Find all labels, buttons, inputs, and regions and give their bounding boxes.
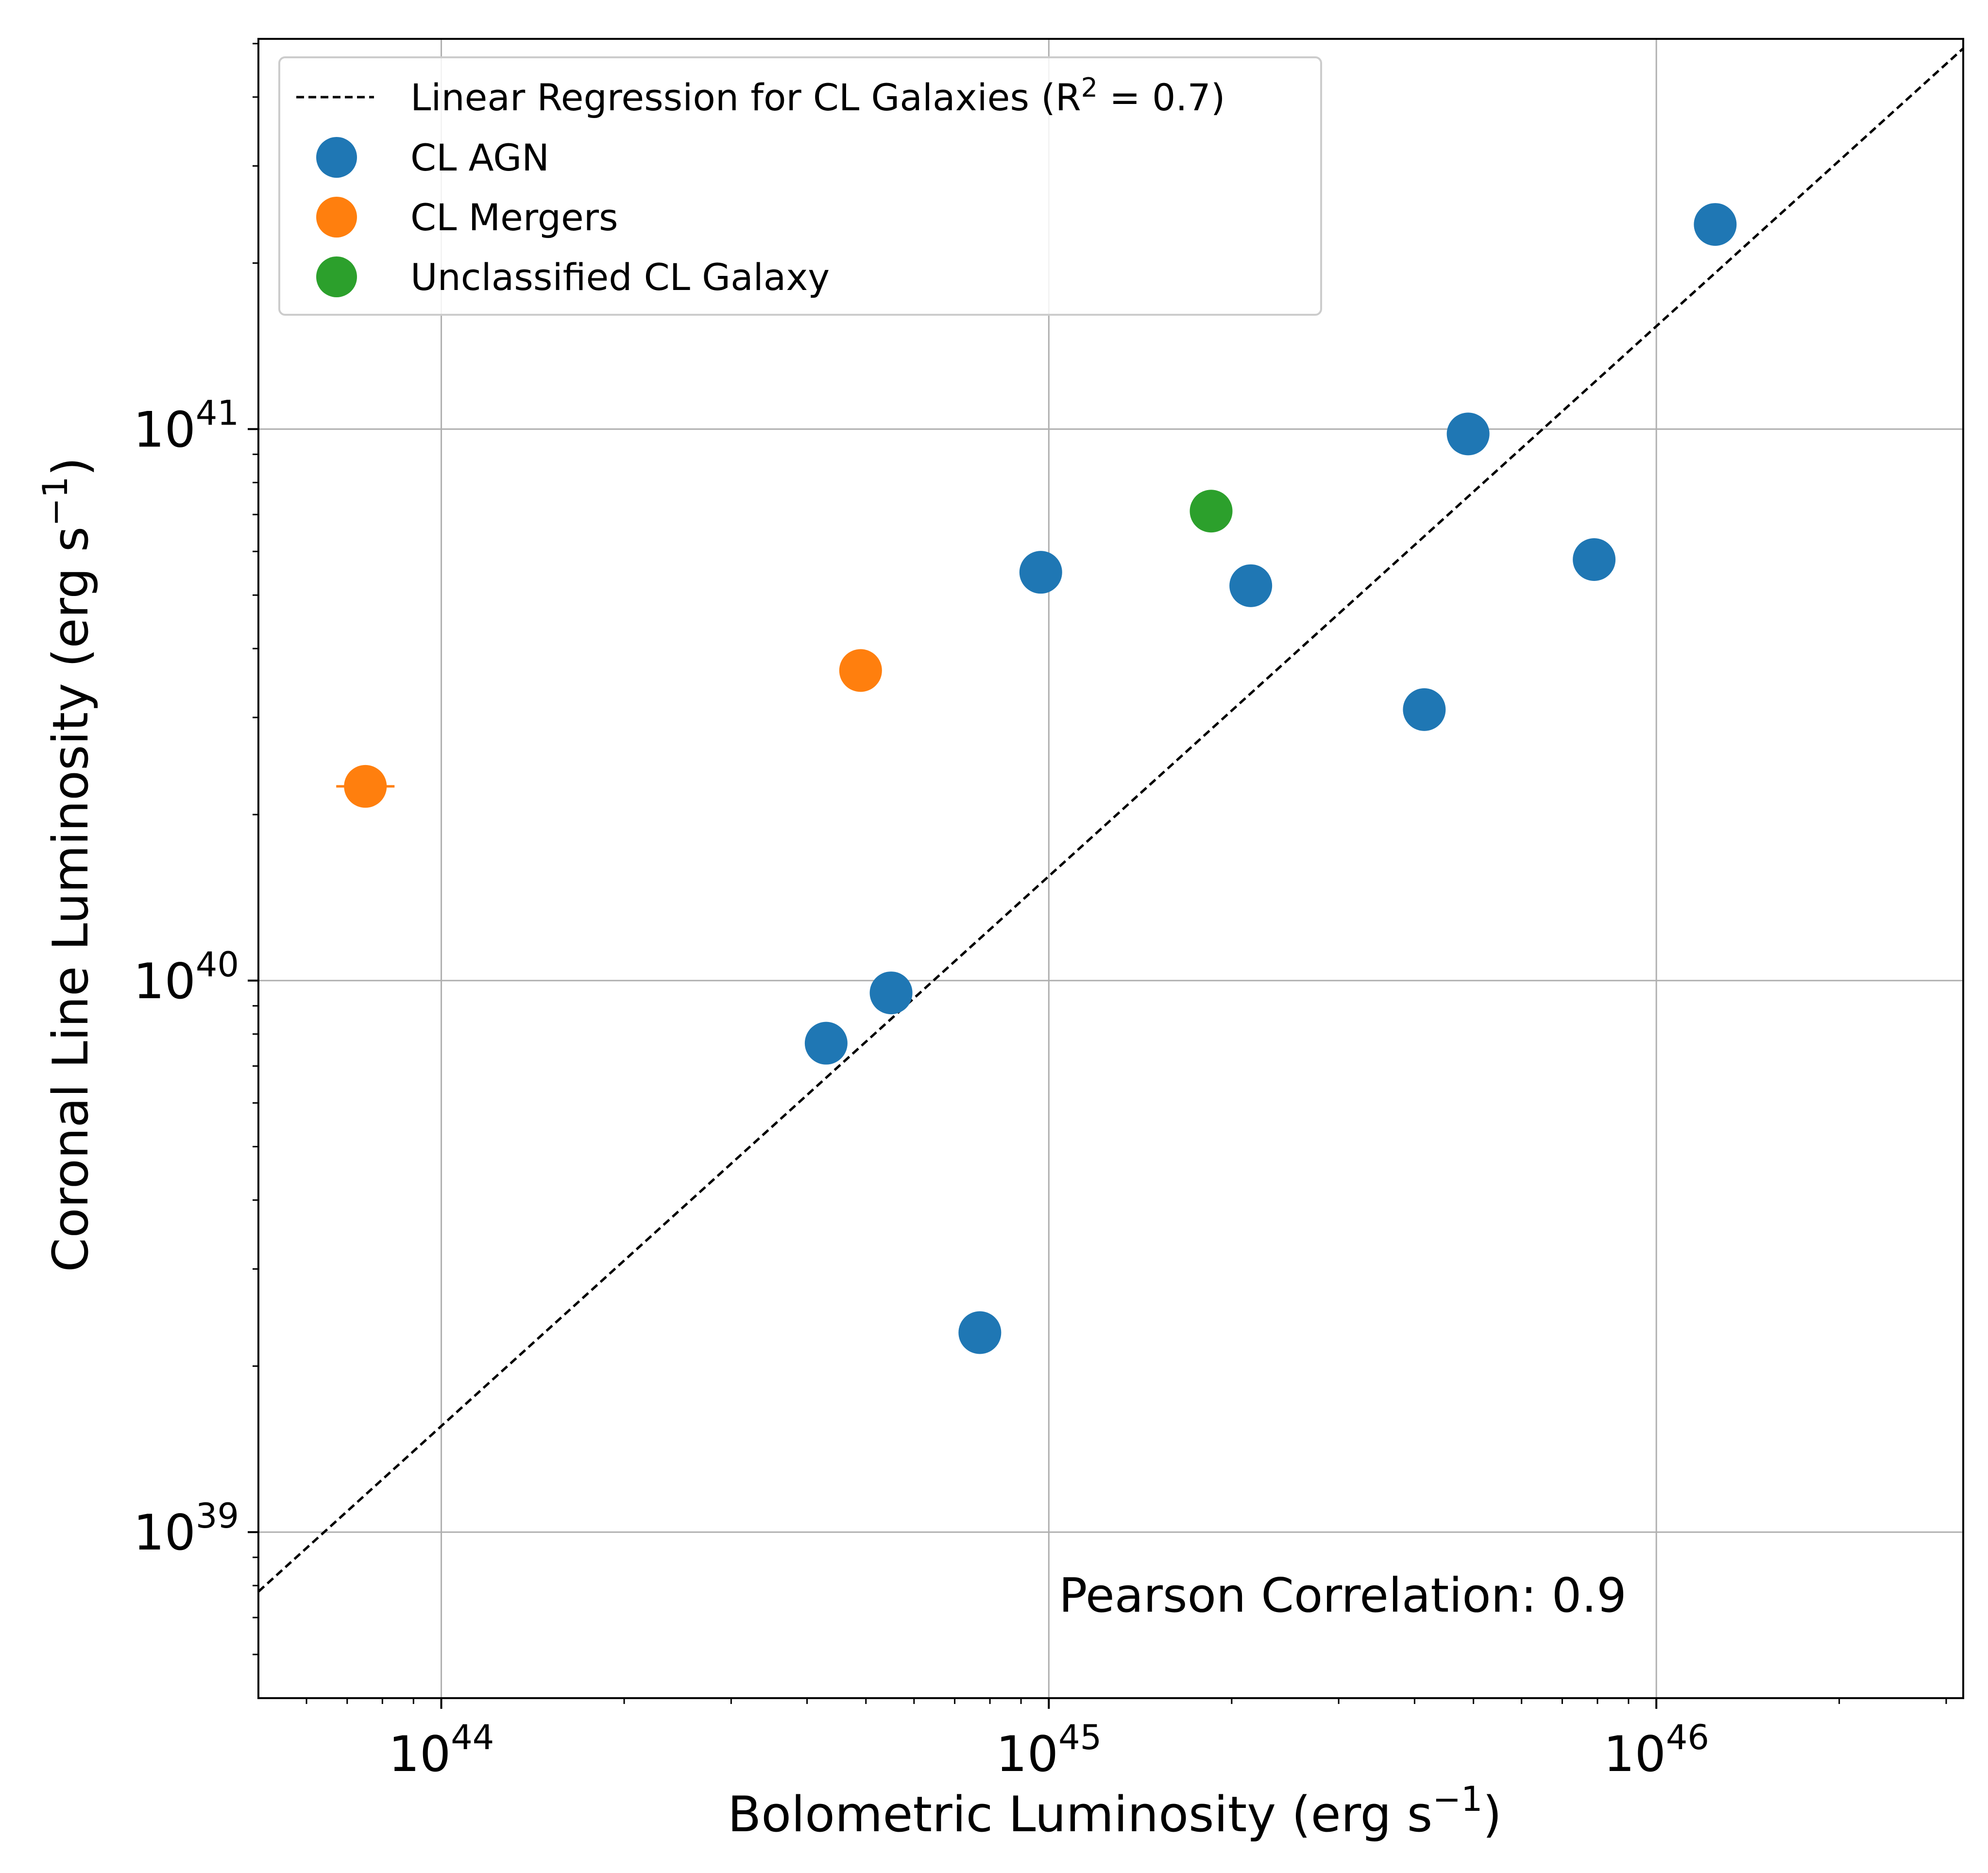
major-ticks: [248, 428, 1658, 1709]
data-points: [336, 203, 1737, 1354]
point-cl-mergers: [839, 649, 882, 692]
point-cl-mergers: [344, 765, 387, 808]
legend-label-cl-mergers: CL Mergers: [410, 196, 618, 239]
legend-label-unclassified: Unclassified CL Galaxy: [410, 255, 830, 299]
legend-box: [278, 56, 1322, 316]
regression-layer: [257, 47, 1964, 1593]
point-cl-agn: [869, 971, 913, 1015]
legend-marker-unclassified: [316, 256, 357, 297]
y-tick-label: 1040: [133, 945, 239, 1010]
legend-label-cl-agn: CL AGN: [410, 136, 549, 179]
x-axis-label: Bolometric Luminosity (erg s−1): [728, 1779, 1502, 1843]
point-unclassified-cl-galaxy: [1189, 490, 1233, 533]
tick-labels: 1044 1045 1046 1039 1040 1041: [133, 393, 1709, 1783]
point-cl-agn: [1694, 203, 1737, 246]
x-tick-label: 1045: [996, 1718, 1102, 1783]
point-cl-agn: [804, 1022, 848, 1065]
legend-marker-cl-mergers: [316, 197, 357, 238]
legend: Linear Regression for CL Galaxies (R2 = …: [278, 56, 1322, 316]
y-axis-label: Coronal Line Luminosity (erg s−1): [35, 457, 99, 1272]
y-tick-label: 1039: [133, 1496, 239, 1561]
pearson-annotation: Pearson Correlation: 0.9: [1059, 1568, 1627, 1623]
plot-frame: [257, 38, 1964, 1699]
point-cl-agn: [958, 1311, 1002, 1354]
point-cl-agn: [1573, 538, 1616, 581]
legend-marker-cl-agn: [316, 137, 357, 178]
x-tick-label: 1044: [389, 1718, 494, 1783]
point-cl-agn: [1403, 688, 1446, 731]
y-tick-label: 1041: [133, 393, 239, 458]
point-cl-agn: [1446, 412, 1490, 456]
legend-regression-label: Linear Regression for CL Galaxies (R2 = …: [410, 72, 1225, 119]
regression-line: [257, 47, 1964, 1593]
point-cl-agn: [1229, 564, 1273, 607]
x-tick-label: 1046: [1603, 1718, 1709, 1783]
point-cl-agn: [1019, 551, 1062, 594]
